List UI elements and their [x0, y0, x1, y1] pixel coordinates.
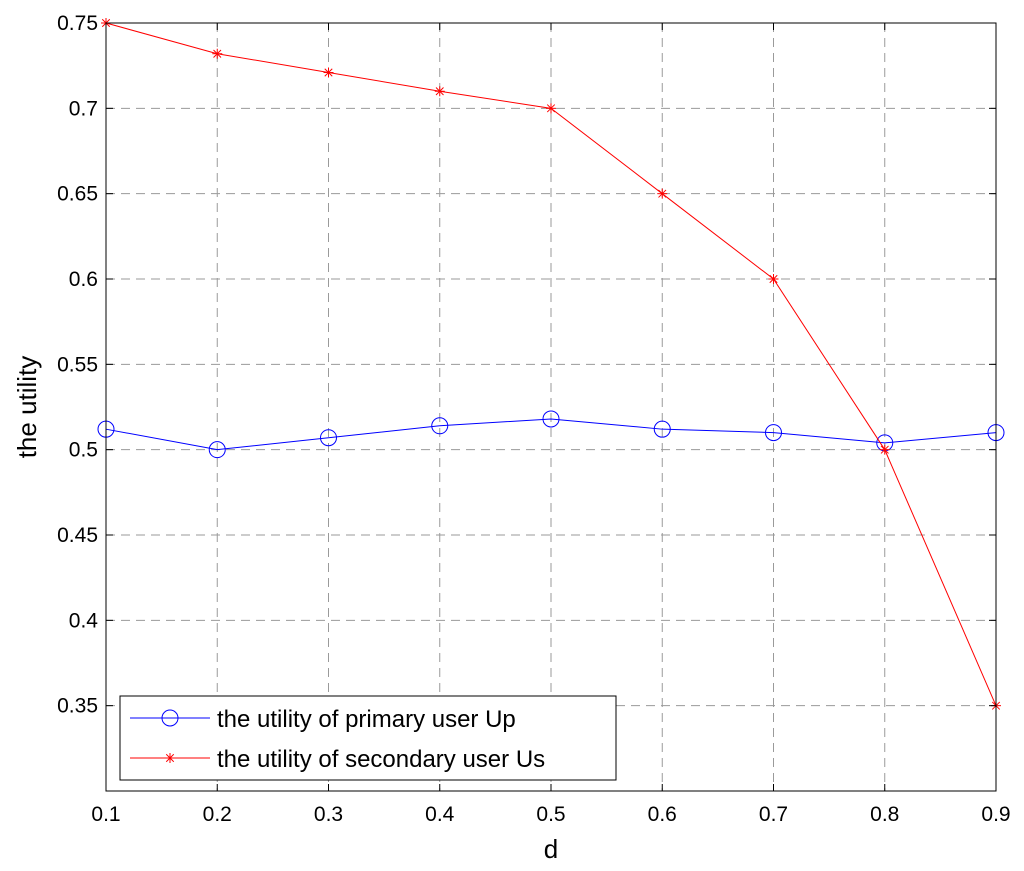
data-point — [431, 417, 449, 435]
y-tick-label: 0.35 — [57, 695, 98, 718]
x-tick-label: 0.8 — [870, 803, 899, 826]
data-point — [657, 188, 668, 199]
legend-box — [119, 695, 617, 781]
legend-marker — [165, 753, 175, 763]
y-tick-label: 0.45 — [57, 524, 98, 547]
data-point — [542, 410, 560, 428]
x-tick-label: 0.7 — [759, 803, 788, 826]
y-tick-label: 0.75 — [57, 12, 98, 35]
data-point — [879, 444, 890, 455]
x-tick-label: 0.2 — [203, 803, 232, 826]
legend-entry: the utility of secondary user Us — [130, 746, 545, 773]
y-tick-label: 0.55 — [57, 353, 98, 376]
x-axis-ticks: 0.1 0.2 0.3 0.4 0.5 0.6 0.7 0.8 0.9 — [91, 23, 1011, 826]
x-tick-label: 0.1 — [91, 803, 120, 826]
x-tick-label: 0.6 — [648, 803, 677, 826]
legend-marker — [161, 709, 179, 727]
y-axis-title: the utility — [12, 356, 42, 459]
data-point — [546, 103, 556, 114]
y-tick-label: 0.6 — [69, 268, 98, 291]
data-point — [765, 424, 782, 442]
data-point — [208, 441, 226, 459]
data-point — [320, 429, 337, 447]
legend-entry: the utility of primary user Up — [130, 706, 516, 733]
data-point — [434, 86, 445, 97]
x-tick-label: 0.9 — [981, 803, 1010, 826]
series-line — [105, 418, 997, 451]
y-tick-label: 0.65 — [57, 183, 98, 206]
legend-label: the utility of secondary user Us — [217, 746, 545, 773]
data-point — [323, 67, 334, 78]
x-tick-label: 0.4 — [425, 803, 455, 826]
data-point — [653, 420, 671, 438]
y-axis-ticks: 0.35 0.4 0.45 0.5 0.55 0.6 0.65 0.7 0.75 — [57, 12, 996, 718]
x-tick-label: 0.3 — [314, 803, 343, 826]
y-tick-label: 0.7 — [69, 97, 98, 120]
x-tick-label: 0.5 — [536, 803, 565, 826]
data-point — [768, 274, 779, 284]
y-tick-label: 0.4 — [69, 609, 99, 632]
legend: the utility of primary user Up the utilit… — [119, 695, 617, 781]
series-2 — [101, 18, 1001, 711]
data-point — [212, 48, 223, 59]
y-tick-label: 0.5 — [69, 439, 98, 462]
legend-label: the utility of primary user Up — [217, 706, 516, 733]
x-axis-title: d — [544, 834, 558, 864]
